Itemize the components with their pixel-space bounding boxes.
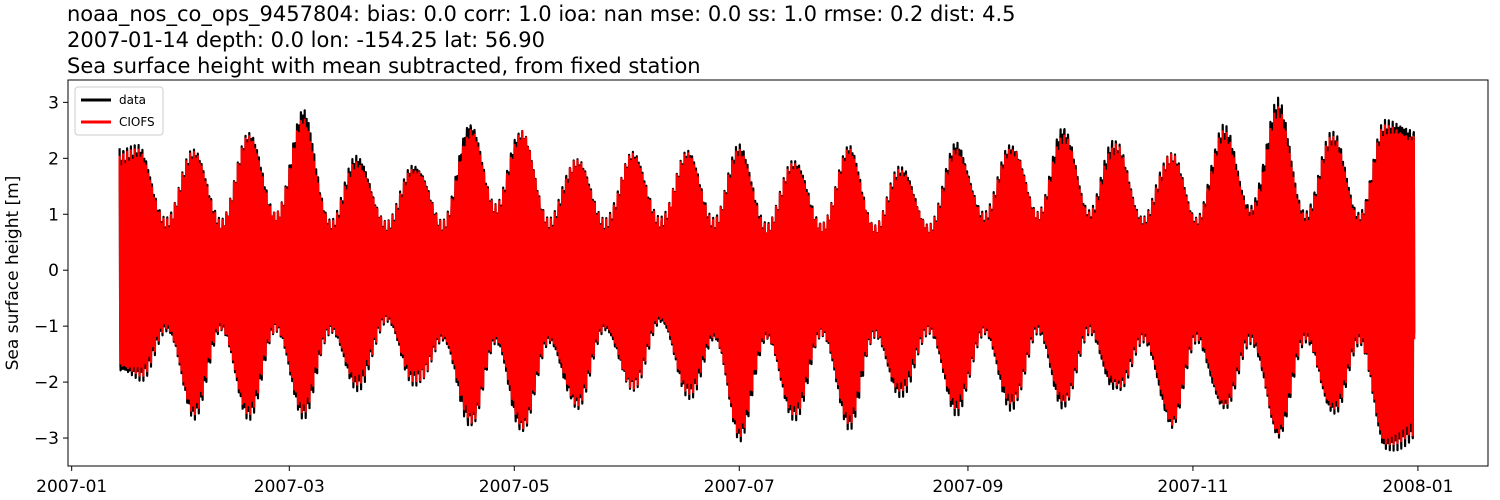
y-tick-label-4: 1 xyxy=(48,205,59,225)
series-line-ciofs xyxy=(118,106,1416,446)
y-tick-label-1: −2 xyxy=(34,373,59,393)
x-axis: 2007-01 2007-03 2007-05 2007-07 2007-09 2007-… xyxy=(36,466,1453,497)
y-tick-label-0: −3 xyxy=(34,429,59,449)
series-layer xyxy=(118,96,1416,452)
x-tick-label-5: 2007-11 xyxy=(1157,477,1228,497)
y-tick-label-5: 2 xyxy=(48,149,59,169)
x-tick-label-0: 2007-01 xyxy=(36,477,107,497)
chart-title-line-description: Sea surface height with mean subtracted,… xyxy=(67,54,701,78)
chart-title-line-location: 2007-01-14 depth: 0.0 lon: -154.25 lat: … xyxy=(67,28,545,52)
y-tick-label-2: −1 xyxy=(34,317,59,337)
y-tick-label-6: 3 xyxy=(48,93,59,113)
x-tick-label-3: 2007-07 xyxy=(704,477,775,497)
x-tick-label-6: 2008-01 xyxy=(1382,477,1453,497)
legend: data CIOFS xyxy=(74,86,164,136)
chart-title-line-stats: noaa_nos_co_ops_9457804: bias: 0.0 corr:… xyxy=(67,2,1016,26)
y-tick-label-3: 0 xyxy=(48,261,59,281)
y-axis: −3 −2 −1 0 1 2 3 xyxy=(34,93,68,449)
y-axis-label: Sea surface height [m] xyxy=(3,176,23,371)
legend-label-ciofs: CIOFS xyxy=(119,115,155,129)
x-tick-label-2: 2007-05 xyxy=(479,477,550,497)
x-tick-label-1: 2007-03 xyxy=(254,477,325,497)
plot-frame xyxy=(67,79,1489,467)
chart-title-block: noaa_nos_co_ops_9457804: bias: 0.0 corr:… xyxy=(67,1,1487,79)
x-tick-label-4: 2007-09 xyxy=(932,477,1003,497)
legend-label-data: data xyxy=(119,93,146,107)
